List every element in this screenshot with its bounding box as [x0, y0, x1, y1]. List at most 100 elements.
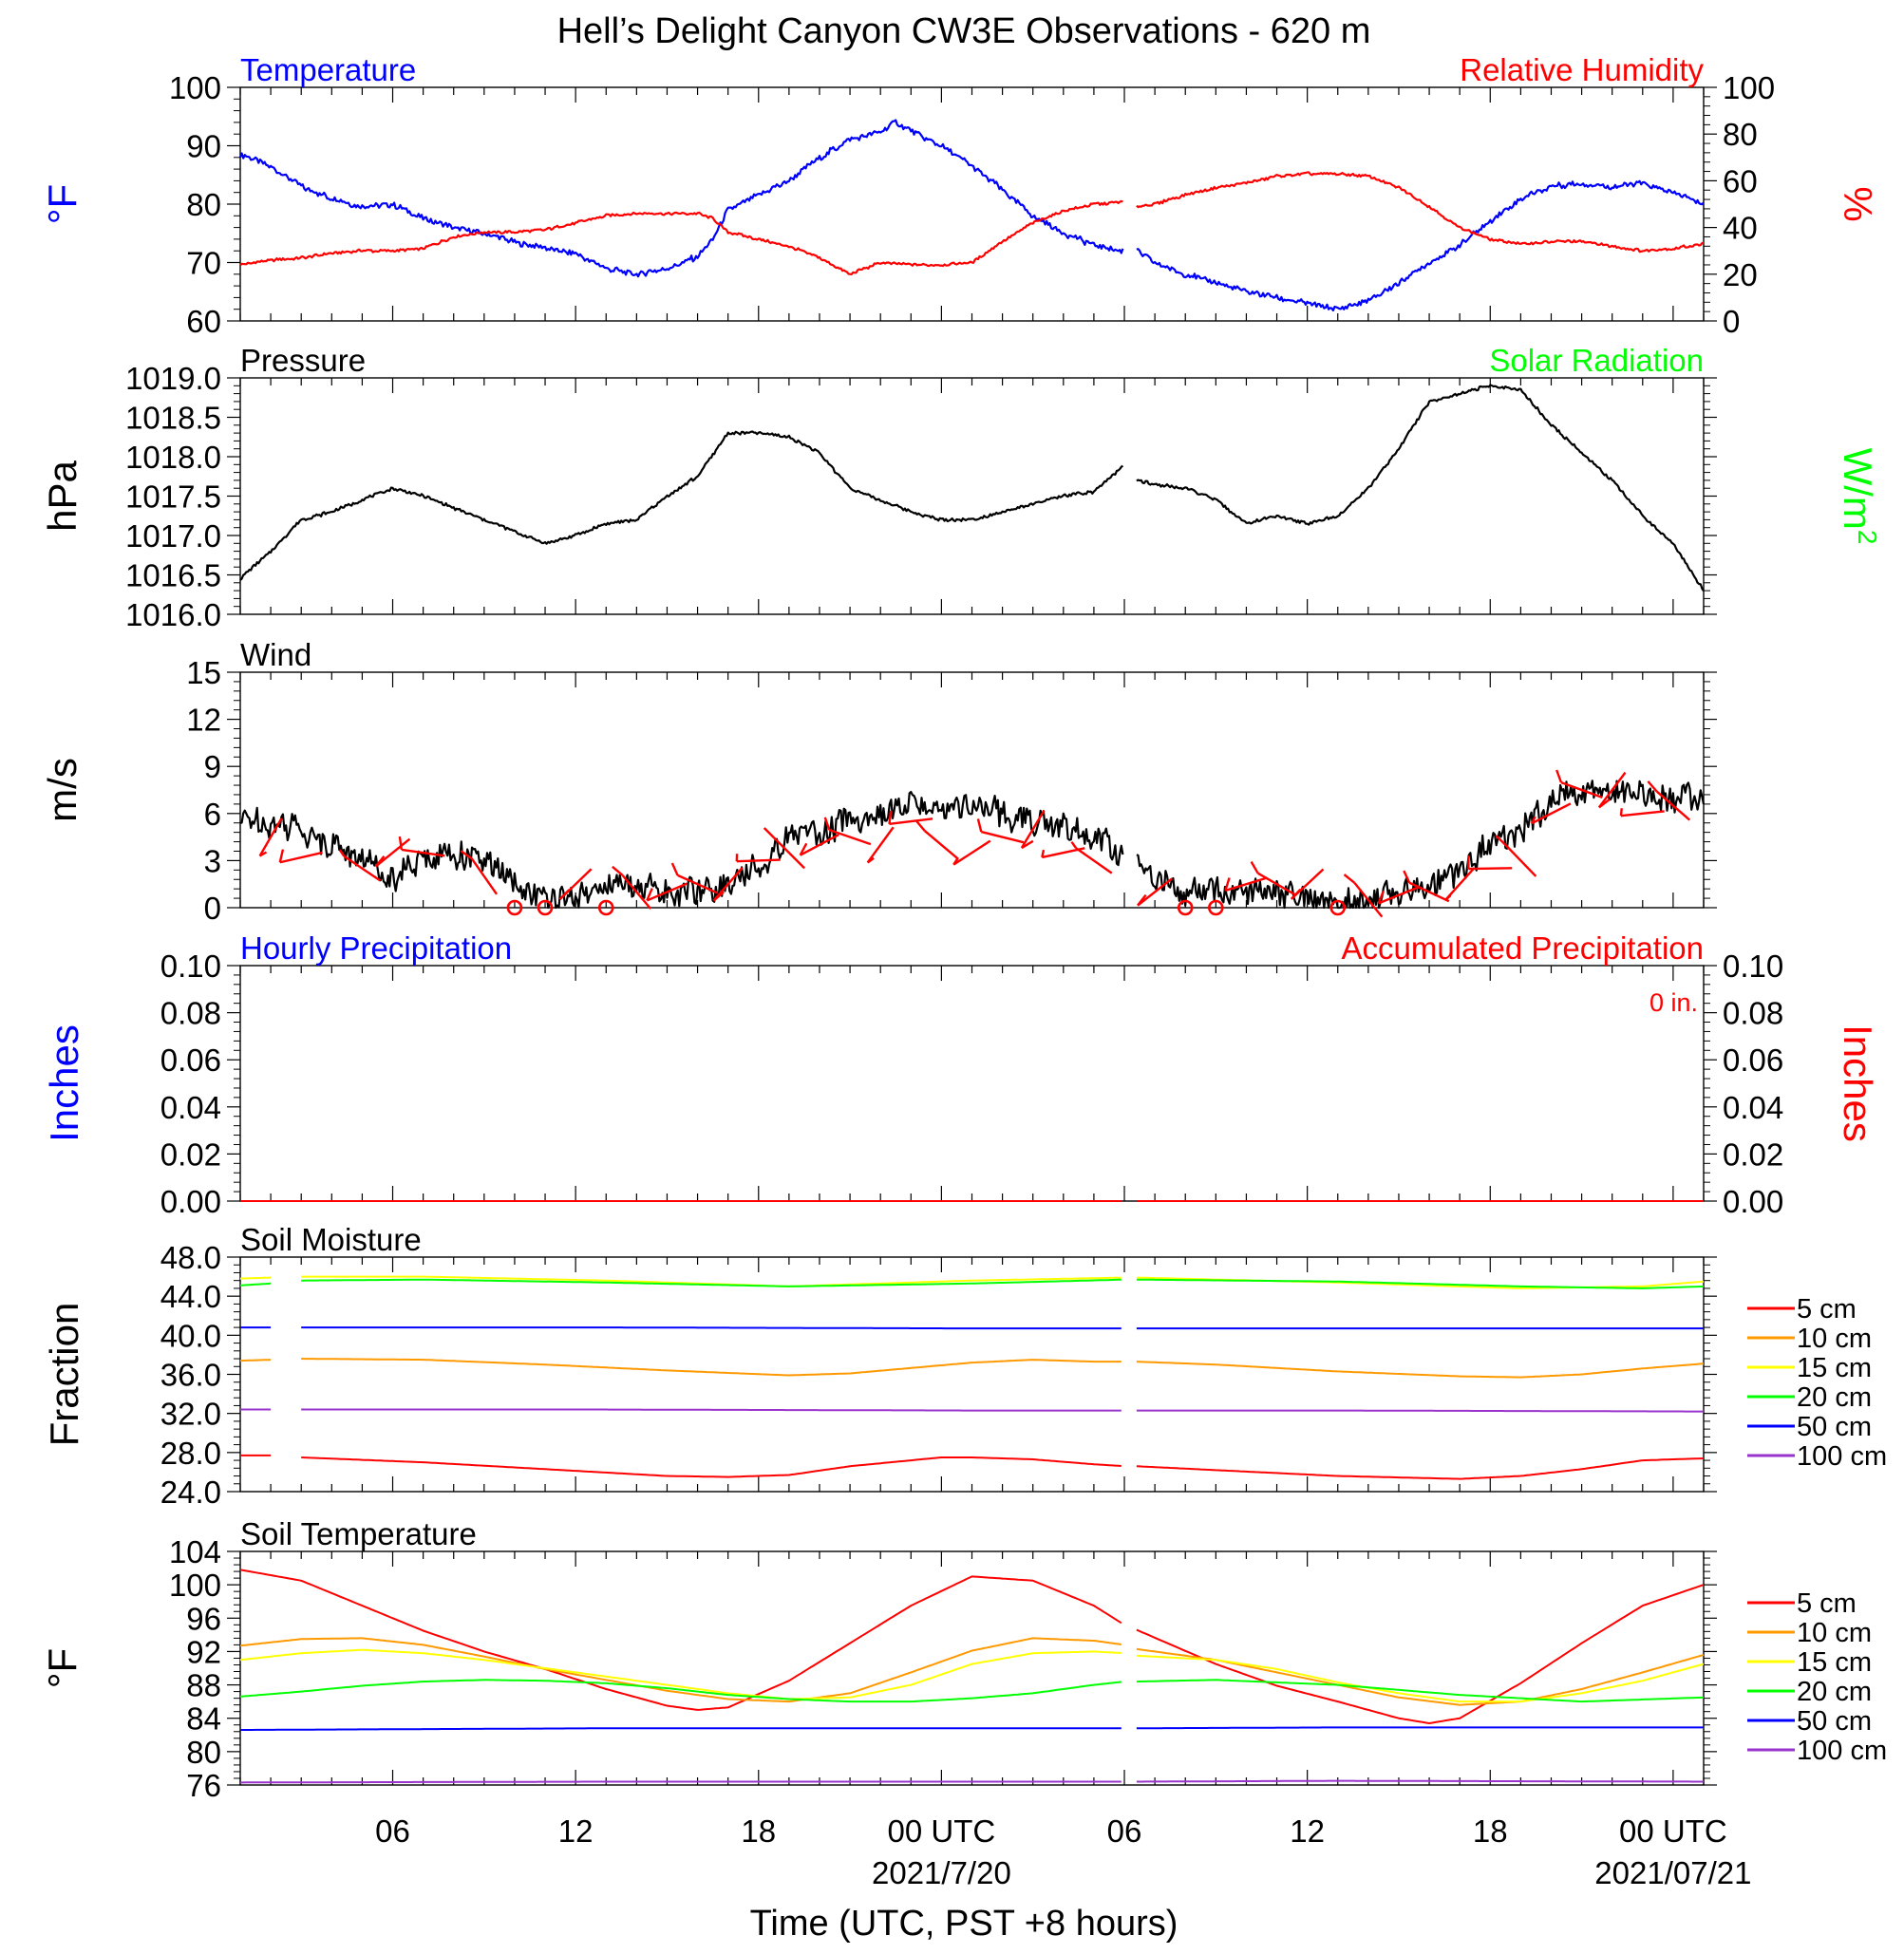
y-tick-label: 88 [186, 1668, 221, 1703]
y-tick-label: 24.0 [160, 1475, 221, 1510]
y-tick-label: 9 [204, 749, 221, 784]
y-tick-label: 0.10 [160, 949, 221, 984]
y-tick-label: 1016.0 [125, 597, 221, 632]
wind-barb-flag [1495, 835, 1507, 846]
wind-barb-shaft [1655, 790, 1691, 821]
series-5-cm [240, 1454, 1705, 1480]
legend-label: 50 cm [1797, 1706, 1872, 1737]
series-15-cm [239, 1648, 1705, 1703]
legend-label: 10 cm [1797, 1618, 1872, 1648]
series-50-cm [240, 1726, 1704, 1731]
x-tick-labels: 06 12 18 00 UTC 2021/7/20 06 12 18 00 UTC 2021/07… [375, 1813, 1751, 1890]
plot-frame [239, 377, 1705, 615]
wind-barb-shaft [980, 830, 1025, 844]
wind-barb-flag [888, 810, 893, 825]
panel-title-right: Relative Humidity [1460, 52, 1704, 87]
wind-barb-shaft [621, 874, 652, 910]
y-tick-label-right: 20 [1723, 257, 1758, 292]
series-line [301, 1278, 1122, 1287]
wind-barb-flag [1137, 893, 1147, 907]
series-line [239, 790, 1124, 910]
x-tick-label: 00 UTC [1619, 1813, 1727, 1849]
y-axis-label-left: Fraction [42, 1303, 86, 1447]
wind-barb-shaft [279, 851, 323, 864]
y-tick-label: 0.08 [160, 996, 221, 1031]
series-line [1136, 1361, 1705, 1379]
wind-barb-shaft [800, 834, 839, 856]
wind-barb-shaft [1468, 867, 1513, 871]
series-temperature [238, 119, 1705, 312]
x-tick-label: 00 UTC [888, 1813, 996, 1849]
y-tick-label: 92 [186, 1634, 221, 1669]
series-pressure [239, 384, 1705, 592]
calm-wind-marker [537, 899, 554, 916]
wind-barb-flag [612, 865, 624, 876]
series-100-cm [240, 1408, 1704, 1413]
wind-barb-shaft [1225, 876, 1268, 892]
x-tick-label: 06 [375, 1813, 410, 1849]
wind-barb-shaft [866, 826, 895, 864]
wind-barb-flag [866, 856, 875, 864]
series-line [239, 1679, 1122, 1703]
wind-barb-flag [398, 836, 404, 851]
wind-barb-shaft [1620, 810, 1665, 817]
wind-barb-flag [1619, 808, 1623, 817]
wind-barb-shaft [1020, 810, 1046, 849]
calm-wind-marker [1177, 899, 1194, 916]
wind-barb-flag [338, 849, 346, 857]
y-tick-label: 1016.5 [125, 558, 221, 593]
chart-title: Hell’s Delight Canyon CW3E Observations … [557, 11, 1371, 51]
wind-barb-flag [1530, 816, 1536, 824]
wind-barb-flag [259, 851, 268, 857]
series-10-cm [239, 1358, 1705, 1379]
wind-barb-flag [914, 819, 926, 832]
wind-barb-shaft [470, 857, 499, 895]
legend-label: 15 cm [1797, 1647, 1872, 1678]
wind-barb-flag [670, 862, 679, 876]
wind-barb-flag [1041, 849, 1046, 858]
series-line [301, 1408, 1122, 1412]
series-line [301, 1456, 1122, 1478]
wind-barb-flag [1555, 769, 1563, 783]
series-20-cm [239, 1679, 1705, 1703]
x-tick-label: 18 [1473, 1813, 1508, 1849]
wind-barb-flag [712, 891, 725, 902]
panel-title-left: Soil Moisture [240, 1222, 422, 1257]
y-tick-label: 6 [204, 797, 221, 832]
panel-title-left: Soil Temperature [240, 1516, 477, 1551]
y-axis-label-right: Inches [1836, 1024, 1880, 1142]
plot-frame [239, 1256, 1705, 1493]
wind-barb-flag [1250, 860, 1259, 874]
panel-precip: 0.00 0.02 0.04 0.06 0.08 0.10 0.00 0.02 0.04 0.06… [42, 930, 1880, 1219]
series-line [239, 1282, 272, 1287]
wind-barb-flag [1290, 888, 1302, 900]
series-line [1136, 384, 1705, 592]
series-100-cm [240, 1779, 1704, 1784]
x-date-label: 2021/07/21 [1594, 1855, 1751, 1890]
calm-wind-marker [1208, 899, 1224, 916]
series-line [238, 119, 1124, 278]
wind-barb-shaft [646, 882, 688, 902]
y-tick-label: 44.0 [160, 1279, 221, 1314]
x-tick-label: 12 [558, 1813, 594, 1849]
wind-barb-flag [1224, 877, 1231, 892]
y-tick-label-right: 0.02 [1723, 1137, 1783, 1172]
legend-label: 5 cm [1797, 1588, 1857, 1619]
series-relative-humidity [239, 171, 1705, 275]
wind-barb-shaft [1597, 771, 1627, 809]
wind-barb-flag [823, 817, 831, 831]
y-tick-label-right: 0 [1723, 304, 1740, 339]
series-wind [239, 780, 1706, 910]
wind-barb-flag [1598, 798, 1611, 809]
x-axis-label: Time (UTC, PST +8 hours) [750, 1904, 1178, 1944]
y-axis-label-right: W/m2 [1836, 448, 1883, 545]
wind-barb-shaft [1408, 881, 1450, 903]
legend-label: 5 cm [1797, 1294, 1857, 1325]
panel-title-right: Accumulated Precipitation [1341, 930, 1704, 966]
wind-barb-shaft [1531, 802, 1572, 825]
y-tick-label-right: 0.06 [1723, 1043, 1783, 1078]
legend-label: 20 cm [1797, 1677, 1872, 1707]
wind-barb-shaft [828, 828, 872, 846]
wind-barb-shaft [1353, 882, 1384, 918]
